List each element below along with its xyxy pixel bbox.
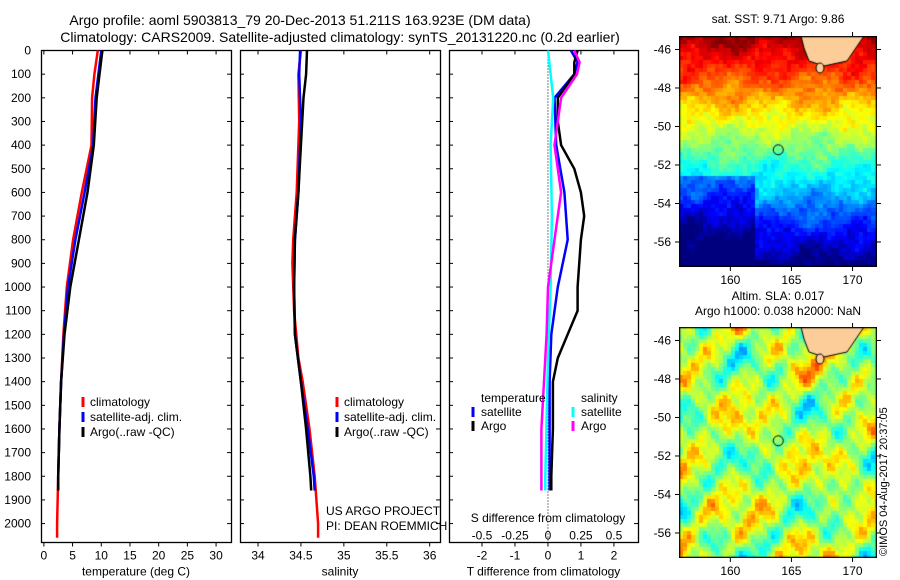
y-tick-label: 300 xyxy=(11,114,31,128)
map-y-tick-label: -54 xyxy=(654,487,672,501)
map-y-tick-label: -52 xyxy=(654,158,672,172)
x-tick-label: 35.5 xyxy=(375,549,399,563)
sst-map-title: sat. SST: 9.71 Argo: 9.86 xyxy=(712,13,845,26)
y-tick-label: 2000 xyxy=(4,517,31,531)
x2-tick-label: 0.25 xyxy=(569,529,593,543)
map-y-tick-label: -56 xyxy=(654,235,672,249)
legend-label: Argo(..raw -QC) xyxy=(90,425,175,439)
y-tick-label: 1600 xyxy=(4,422,31,436)
x2-tick-label: -0.25 xyxy=(501,529,529,543)
x-tick-label: 34 xyxy=(251,549,265,563)
y-tick-label: 1800 xyxy=(4,469,31,483)
map-y-tick-label: -48 xyxy=(654,372,672,386)
x2-tick-label: -0.5 xyxy=(472,529,493,543)
x-tick-label: 1 xyxy=(578,549,585,563)
x-tick-label: 2 xyxy=(611,549,618,563)
imos-credit: ©IMOS 04-Aug-2017 20:37:05 xyxy=(878,407,890,556)
x-tick-label: 0 xyxy=(41,549,48,563)
project-label: US ARGO PROJECT xyxy=(326,505,440,518)
legend-label: satellite-adj. clim. xyxy=(90,410,182,424)
y-tick-label: 1200 xyxy=(4,327,31,341)
sla-map xyxy=(679,327,877,558)
legend-label: Argo xyxy=(481,419,507,433)
legend-label: satellite xyxy=(481,405,522,419)
x2-tick-label: 0.5 xyxy=(606,529,623,543)
y-tick-label: 200 xyxy=(11,91,31,105)
map-y-tick-label: -52 xyxy=(654,449,672,463)
y-tick-label: 1500 xyxy=(4,398,31,412)
x-tick-label: 0 xyxy=(545,549,552,563)
map-x-tick-label: 160 xyxy=(720,273,740,287)
series-line-climatology xyxy=(57,51,98,538)
y-tick-label: 500 xyxy=(11,162,31,176)
x2-tick-label: 0 xyxy=(545,529,552,543)
legend-title: temperature xyxy=(481,391,546,405)
legend-label: climatology xyxy=(344,395,404,409)
x-tick-label: -2 xyxy=(477,549,488,563)
y-tick-label: 1400 xyxy=(4,375,31,389)
x-tick-label: 30 xyxy=(209,549,223,563)
map-y-tick-label: -54 xyxy=(654,196,672,210)
y-tick-label: 900 xyxy=(11,256,31,270)
plot-frame-difference xyxy=(450,51,639,543)
x-axis-label: T difference from climatology xyxy=(467,565,621,579)
map-y-tick-label: -50 xyxy=(654,119,672,133)
map-x-tick-label: 170 xyxy=(843,564,863,578)
legend-label: climatology xyxy=(90,395,150,409)
x-tick-label: 10 xyxy=(95,549,109,563)
sst-map xyxy=(679,36,877,267)
y-tick-label: 1000 xyxy=(4,280,31,294)
x-tick-label: 5 xyxy=(69,549,76,563)
y-tick-label: 1900 xyxy=(4,493,31,507)
map-x-tick-label: 170 xyxy=(843,273,863,287)
y-tick-label: 100 xyxy=(11,67,31,81)
x-tick-label: 15 xyxy=(123,549,137,563)
legend-label: satellite xyxy=(581,405,622,419)
legend-label: Argo xyxy=(581,419,607,433)
y-tick-label: 1300 xyxy=(4,351,31,365)
x-tick-label: 25 xyxy=(181,549,195,563)
sla-map-subtitle: Argo h1000: 0.038 h2000: NaN xyxy=(695,305,861,318)
legend-label: satellite-adj. clim. xyxy=(344,410,436,424)
x-tick-label: 35 xyxy=(337,549,351,563)
map-y-tick-label: -46 xyxy=(654,333,672,347)
y-tick-label: 700 xyxy=(11,209,31,223)
series-line-climatology xyxy=(292,51,318,538)
map-x-tick-label: 165 xyxy=(781,564,801,578)
map-y-tick-label: -46 xyxy=(654,42,672,56)
y-tick-label: 600 xyxy=(11,185,31,199)
y-tick-label: 0 xyxy=(24,44,31,58)
map-y-tick-label: -48 xyxy=(654,81,672,95)
x-axis-label: temperature (deg C) xyxy=(82,565,190,579)
y-tick-label: 1700 xyxy=(4,446,31,460)
legend-title: salinity xyxy=(581,391,618,405)
s-diff-label: S difference from climatology xyxy=(471,512,626,525)
x-axis-label: salinity xyxy=(322,565,359,579)
x-tick-label: 34.5 xyxy=(289,549,313,563)
pi-label: PI: DEAN ROEMMICH xyxy=(326,520,447,533)
x-tick-label: -1 xyxy=(510,549,521,563)
map-x-tick-label: 160 xyxy=(720,564,740,578)
plot-frame-salinity xyxy=(241,51,441,543)
x-tick-label: 36 xyxy=(423,549,437,563)
map-x-tick-label: 165 xyxy=(781,273,801,287)
y-tick-label: 400 xyxy=(11,138,31,152)
map-y-tick-label: -50 xyxy=(654,410,672,424)
sla-map-title: Altim. SLA: 0.017 xyxy=(732,290,825,303)
y-tick-label: 1100 xyxy=(5,304,31,318)
y-tick-label: 800 xyxy=(11,233,31,247)
x-tick-label: 20 xyxy=(152,549,166,563)
legend-label: Argo(..raw -QC) xyxy=(344,425,429,439)
map-y-tick-label: -56 xyxy=(654,526,672,540)
